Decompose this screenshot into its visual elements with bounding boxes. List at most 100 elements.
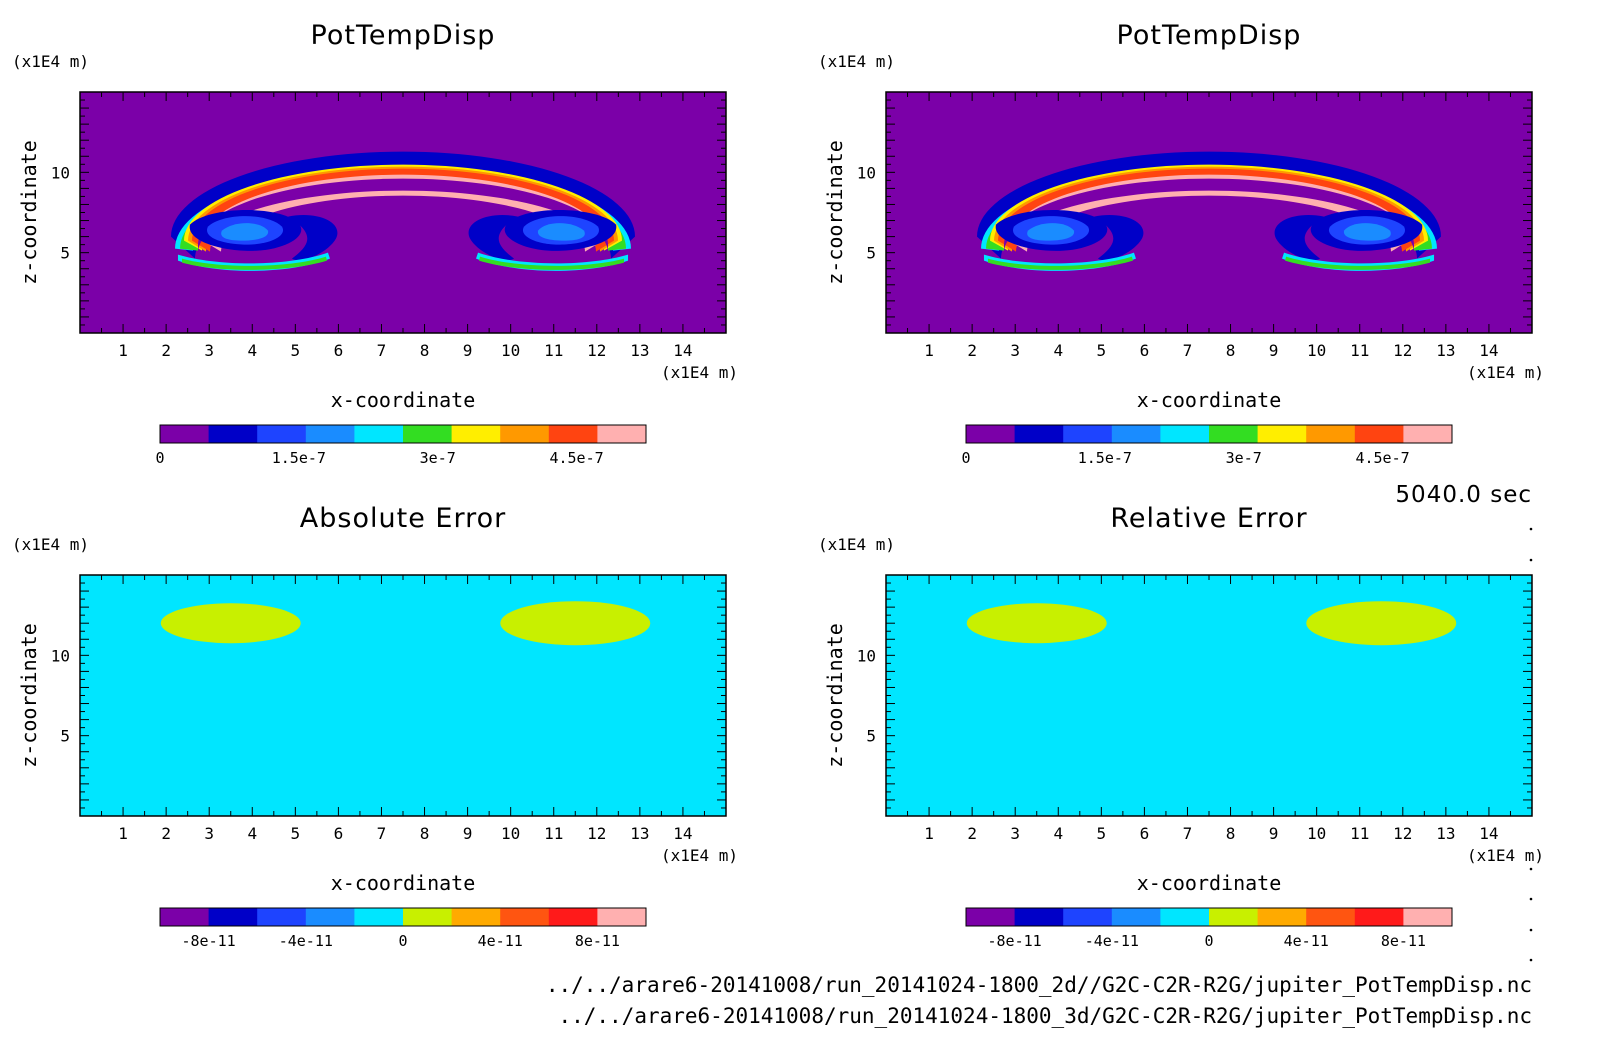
colorbar-swatch <box>1257 425 1307 443</box>
colorbar-frame <box>965 907 1453 927</box>
y-unit-label: (x1E4 m) <box>12 535 89 554</box>
x-unit-label: (x1E4 m) <box>661 363 738 382</box>
colorbar-swatch <box>1354 425 1404 443</box>
colorbar-swatch <box>257 425 307 443</box>
x-unit-label: (x1E4 m) <box>1467 363 1544 382</box>
colorbar-swatch <box>1209 908 1259 926</box>
x-tick-label: 5 <box>1097 341 1107 360</box>
y-unit-label: (x1E4 m) <box>818 535 895 554</box>
y-tick-label: 10 <box>51 163 70 182</box>
x-tick-label: 10 <box>1307 824 1326 843</box>
y-axis-label: z-coordinate <box>823 140 847 285</box>
x-axis-label: x-coordinate <box>331 871 476 895</box>
colorbar-swatch <box>257 908 307 926</box>
arc-inner-cut <box>198 178 608 253</box>
x-tick-label: 10 <box>501 341 520 360</box>
x-tick-label: 2 <box>967 341 977 360</box>
x-tick-label: 3 <box>204 824 214 843</box>
x-tick-label: 4 <box>1053 824 1063 843</box>
x-tick-label: 2 <box>967 824 977 843</box>
x-axis-label: x-coordinate <box>331 388 476 412</box>
x-unit-label: (x1E4 m) <box>1467 846 1544 865</box>
x-tick-label: 6 <box>334 341 344 360</box>
colorbar-swatch <box>160 908 210 926</box>
colorbar-tick-label: 4e-11 <box>478 932 523 950</box>
x-tick-label: 14 <box>673 824 692 843</box>
x-tick-label: 3 <box>204 341 214 360</box>
x-tick-label: 12 <box>587 341 606 360</box>
colorbar-swatch <box>1160 425 1210 443</box>
colorbar-swatch <box>354 425 404 443</box>
colorbar-tick-label: 0 <box>398 932 407 950</box>
field-background <box>80 92 726 333</box>
colorbar-swatch <box>208 908 258 926</box>
colorbar-swatch <box>548 908 598 926</box>
x-tick-label: 13 <box>630 824 649 843</box>
colorbar-frame <box>159 424 647 444</box>
y-axis-label: z-coordinate <box>823 623 847 768</box>
x-tick-label: 1 <box>924 341 934 360</box>
x-tick-label: 14 <box>1479 824 1498 843</box>
vortex-blob-0 <box>177 210 338 271</box>
colorbar-tick-label: -4e-11 <box>1085 932 1139 950</box>
file-path-2d: ../../arare6-20141008/run_20141024-1800_… <box>546 973 1532 997</box>
x-unit-label: (x1E4 m) <box>661 846 738 865</box>
x-tick-label: 13 <box>630 341 649 360</box>
file-path-3d: ../../arare6-20141008/run_20141024-1800_… <box>558 1004 1532 1028</box>
colorbar-swatch <box>1063 425 1113 443</box>
colorbar-swatch <box>1014 425 1064 443</box>
colorbar-swatch <box>1209 425 1259 443</box>
colorbar-swatch <box>403 908 453 926</box>
colorbar-swatch <box>403 425 453 443</box>
x-tick-label: 8 <box>1226 824 1236 843</box>
colorbar-tick-label: 4.5e-7 <box>1355 449 1409 467</box>
panel-title: PotTempDisp <box>311 20 496 51</box>
x-tick-label: 12 <box>587 824 606 843</box>
x-tick-label: 8 <box>420 341 430 360</box>
x-tick-label: 11 <box>544 341 563 360</box>
y-tick-label: 5 <box>60 727 70 746</box>
x-tick-label: 4 <box>247 824 257 843</box>
vortex-blob-0 <box>983 210 1144 271</box>
y-axis-label: z-coordinate <box>17 623 41 768</box>
colorbar-tick-label: -8e-11 <box>182 932 236 950</box>
x-tick-label: 9 <box>1269 341 1279 360</box>
x-tick-label: 5 <box>291 824 301 843</box>
y-tick-label: 10 <box>857 163 876 182</box>
x-tick-label: 9 <box>463 341 473 360</box>
y-unit-label: (x1E4 m) <box>818 52 895 71</box>
colorbar-frame <box>965 424 1453 444</box>
colorbar-tick-label: 4e-11 <box>1284 932 1329 950</box>
x-tick-label: 9 <box>1269 824 1279 843</box>
x-tick-label: 11 <box>1350 341 1369 360</box>
colorbar-swatch <box>1160 908 1210 926</box>
x-tick-label: 13 <box>1436 341 1455 360</box>
x-tick-label: 2 <box>161 824 171 843</box>
colorbar-swatch <box>305 908 355 926</box>
colorbar-tick-label: 1.5e-7 <box>1078 449 1132 467</box>
colorbar-swatch <box>208 425 258 443</box>
panel-title: Relative Error <box>1110 503 1307 534</box>
x-tick-label: 6 <box>334 824 344 843</box>
x-tick-label: 5 <box>1097 824 1107 843</box>
x-tick-label: 11 <box>1350 824 1369 843</box>
x-tick-label: 1 <box>118 341 128 360</box>
error-field <box>80 575 726 816</box>
colorbar-frame <box>159 907 647 927</box>
x-tick-label: 7 <box>1183 824 1193 843</box>
colorbar-tick-label: 0 <box>1204 932 1213 950</box>
colorbar-tick-label: -4e-11 <box>279 932 333 950</box>
colorbar-swatch <box>1403 908 1453 926</box>
vortex-blob-1 <box>468 210 629 271</box>
colorbar-swatch <box>451 425 501 443</box>
x-tick-label: 5 <box>291 341 301 360</box>
colorbar-swatch <box>966 425 1016 443</box>
colorbar-swatch <box>500 908 550 926</box>
colorbar-tick-label: 8e-11 <box>1381 932 1426 950</box>
y-axis-label: z-coordinate <box>17 140 41 285</box>
colorbar-swatch <box>1111 425 1161 443</box>
x-tick-label: 8 <box>420 824 430 843</box>
x-tick-label: 2 <box>161 341 171 360</box>
y-tick-label: 5 <box>60 244 70 263</box>
